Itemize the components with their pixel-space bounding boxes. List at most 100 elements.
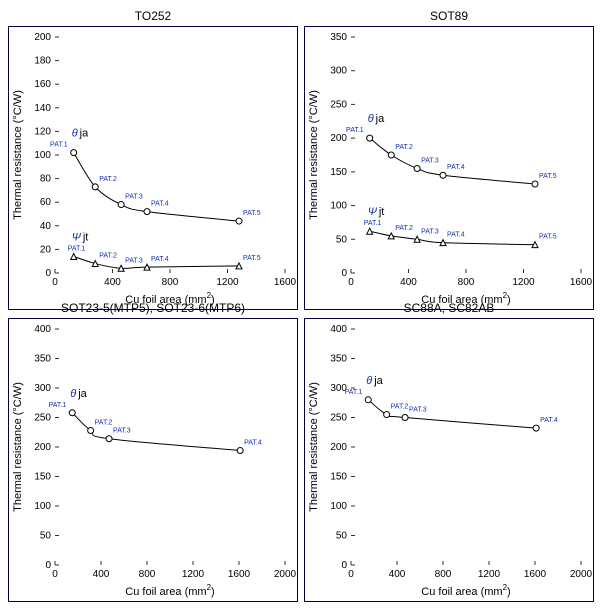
chart-sot89: SOT89 0400800120016000501001502002503003…	[304, 26, 594, 310]
svg-text:PAT.2: PAT.2	[395, 144, 413, 151]
svg-text:50: 50	[336, 234, 348, 245]
svg-text:PAT.2: PAT.2	[395, 225, 413, 232]
svg-text:100: 100	[330, 501, 347, 512]
svg-text:PAT.2: PAT.2	[391, 404, 409, 411]
svg-text:PAT.1: PAT.1	[346, 127, 364, 134]
svg-text:150: 150	[330, 472, 347, 483]
svg-text:400: 400	[104, 277, 121, 288]
svg-text:θja: θja	[70, 388, 87, 400]
svg-text:250: 250	[330, 99, 347, 110]
chart-svg: 040080012001600050100150200250300350Ther…	[305, 27, 593, 309]
svg-text:PAT.3: PAT.3	[125, 257, 143, 264]
svg-text:PAT.4: PAT.4	[540, 417, 558, 424]
svg-text:20: 20	[40, 244, 52, 255]
svg-text:2000: 2000	[570, 569, 593, 580]
svg-text:0: 0	[52, 277, 58, 288]
svg-text:120: 120	[34, 126, 51, 137]
svg-text:θja: θja	[368, 113, 385, 125]
svg-text:2000: 2000	[274, 569, 297, 580]
svg-text:PAT.2: PAT.2	[99, 176, 117, 183]
svg-text:400: 400	[400, 277, 417, 288]
svg-text:250: 250	[330, 413, 347, 424]
svg-text:140: 140	[34, 103, 51, 114]
svg-text:350: 350	[34, 354, 51, 365]
svg-text:PAT.4: PAT.4	[151, 256, 169, 263]
svg-text:400: 400	[330, 324, 347, 335]
svg-text:PAT.4: PAT.4	[244, 440, 262, 447]
svg-text:1600: 1600	[274, 277, 297, 288]
svg-text:Thermal resistance (°C/W): Thermal resistance (°C/W)	[12, 90, 24, 220]
svg-text:PAT.5: PAT.5	[243, 210, 261, 217]
svg-text:0: 0	[348, 569, 354, 580]
chart-svg: 0400800120016002000050100150200250300350…	[9, 319, 297, 601]
svg-text:100: 100	[34, 150, 51, 161]
chart-sc88a: SC88A, SC82AB 04008001200160020000501001…	[304, 318, 594, 602]
svg-text:800: 800	[162, 277, 179, 288]
chart-svg: 0400800120016000204060801001201401601802…	[9, 27, 297, 309]
svg-text:40: 40	[40, 221, 52, 232]
svg-text:0: 0	[45, 268, 51, 279]
svg-text:800: 800	[435, 569, 452, 580]
svg-text:50: 50	[336, 531, 348, 542]
svg-text:180: 180	[34, 56, 51, 67]
svg-text:PAT.1: PAT.1	[49, 402, 67, 409]
chart-sot23: SOT23-5(MTP5), SOT23-6(MTP6) 04008001200…	[8, 318, 298, 602]
svg-text:1600: 1600	[570, 277, 593, 288]
svg-text:PAT.5: PAT.5	[243, 255, 261, 262]
svg-text:PAT.1: PAT.1	[345, 389, 363, 396]
svg-text:1200: 1200	[478, 569, 501, 580]
svg-text:PAT.2: PAT.2	[99, 253, 117, 260]
svg-text:0: 0	[341, 560, 347, 571]
charts-grid: TO252 0400800120016000204060801001201401…	[8, 26, 592, 602]
svg-text:PAT.5: PAT.5	[539, 173, 557, 180]
svg-text:800: 800	[139, 569, 156, 580]
svg-text:PAT.1: PAT.1	[68, 245, 86, 252]
chart-title: SC88A, SC82AB	[305, 301, 593, 315]
chart-title: SOT23-5(MTP5), SOT23-6(MTP6)	[9, 301, 297, 315]
svg-text:200: 200	[34, 32, 51, 43]
svg-text:PAT.4: PAT.4	[151, 201, 169, 208]
svg-text:θja: θja	[366, 375, 383, 387]
svg-text:0: 0	[341, 268, 347, 279]
svg-text:PAT.3: PAT.3	[113, 428, 131, 435]
svg-text:θja: θja	[72, 128, 89, 140]
svg-text:0: 0	[52, 569, 58, 580]
svg-text:PAT.4: PAT.4	[447, 164, 465, 171]
svg-text:1600: 1600	[524, 569, 547, 580]
svg-text:Ψjt: Ψjt	[72, 231, 89, 243]
svg-text:PAT.5: PAT.5	[539, 234, 557, 241]
svg-text:PAT.3: PAT.3	[125, 194, 143, 201]
chart-to252: TO252 0400800120016000204060801001201401…	[8, 26, 298, 310]
svg-text:0: 0	[45, 560, 51, 571]
svg-text:150: 150	[330, 167, 347, 178]
svg-text:Thermal resistance (°C/W): Thermal resistance (°C/W)	[12, 382, 24, 512]
svg-text:Ψjt: Ψjt	[368, 206, 385, 218]
svg-text:0: 0	[348, 277, 354, 288]
svg-text:150: 150	[34, 472, 51, 483]
svg-text:PAT.3: PAT.3	[421, 228, 439, 235]
svg-text:800: 800	[458, 277, 475, 288]
svg-text:100: 100	[330, 201, 347, 212]
svg-text:PAT.1: PAT.1	[364, 220, 382, 227]
svg-text:1600: 1600	[228, 569, 251, 580]
svg-text:PAT.1: PAT.1	[50, 142, 68, 149]
svg-text:60: 60	[40, 197, 52, 208]
svg-text:Thermal resistance (°C/W): Thermal resistance (°C/W)	[308, 90, 320, 220]
svg-text:1200: 1200	[216, 277, 239, 288]
svg-text:PAT.2: PAT.2	[95, 419, 113, 426]
svg-text:250: 250	[34, 413, 51, 424]
svg-text:PAT.3: PAT.3	[409, 407, 427, 414]
svg-text:Thermal resistance (°C/W): Thermal resistance (°C/W)	[308, 382, 320, 512]
svg-text:160: 160	[34, 79, 51, 90]
svg-text:50: 50	[40, 531, 52, 542]
svg-text:200: 200	[330, 442, 347, 453]
chart-svg: 0400800120016002000050100150200250300350…	[305, 319, 593, 601]
svg-text:400: 400	[93, 569, 110, 580]
chart-title: SOT89	[305, 9, 593, 23]
svg-text:400: 400	[389, 569, 406, 580]
svg-text:PAT.3: PAT.3	[421, 157, 439, 164]
svg-text:100: 100	[34, 501, 51, 512]
svg-text:400: 400	[34, 324, 51, 335]
svg-text:300: 300	[330, 66, 347, 77]
svg-text:300: 300	[34, 383, 51, 394]
